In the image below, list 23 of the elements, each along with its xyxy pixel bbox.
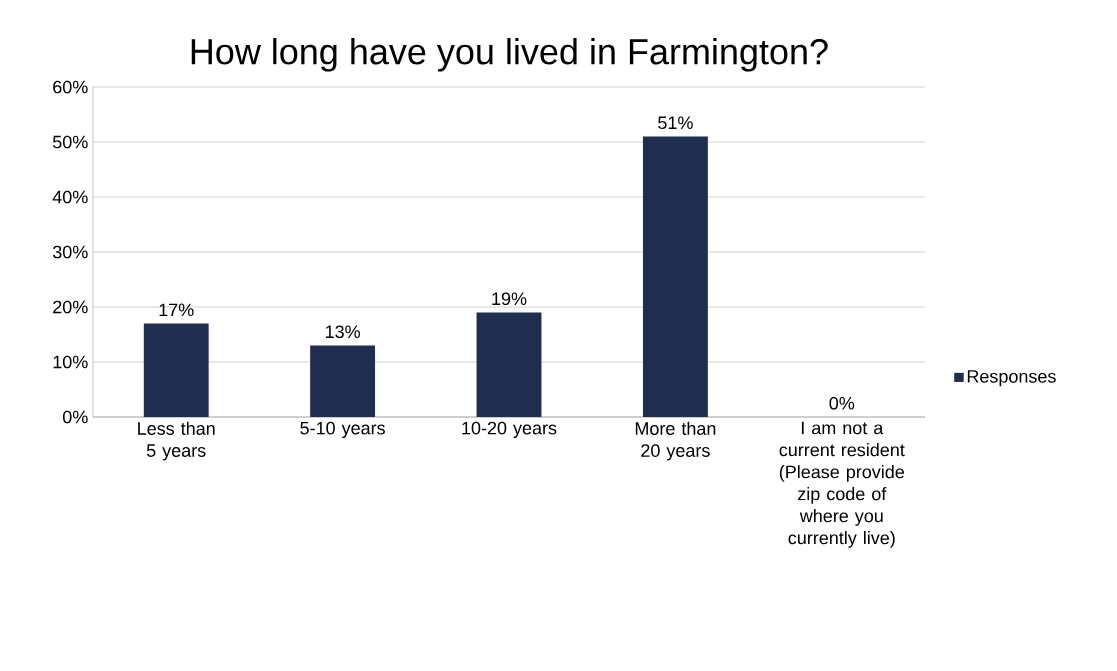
data-label: 19% — [492, 292, 527, 306]
x-tick-label: Less than 5 years — [138, 421, 215, 461]
bar — [310, 345, 376, 417]
data-label: 13% — [325, 325, 360, 339]
bar — [476, 312, 542, 417]
data-label: 17% — [159, 303, 194, 317]
data-label: 51% — [658, 116, 693, 130]
x-tick-label: 10-20 years — [462, 421, 557, 439]
bar — [642, 136, 708, 417]
x-tick-label: More than 20 years — [635, 421, 716, 461]
y-tick-label: 40% — [52, 190, 88, 204]
bar — [143, 323, 209, 417]
y-tick-label: 30% — [52, 245, 88, 259]
y-tick-label: 50% — [52, 135, 88, 149]
y-tick-label: 60% — [53, 80, 88, 94]
chart-title: How long have you lived in Farmington? — [191, 38, 828, 72]
data-label: 0% — [829, 396, 855, 410]
y-tick-label: 10% — [53, 355, 88, 369]
x-tick-label: 5-10 years — [300, 421, 385, 439]
x-tick-label: I am not a current resident (Please provide zip code of where you currently live) — [779, 421, 905, 548]
y-tick-label: 20% — [53, 300, 88, 314]
y-tick-label: 0% — [62, 410, 88, 424]
legend-label: Responses — [967, 370, 1056, 387]
